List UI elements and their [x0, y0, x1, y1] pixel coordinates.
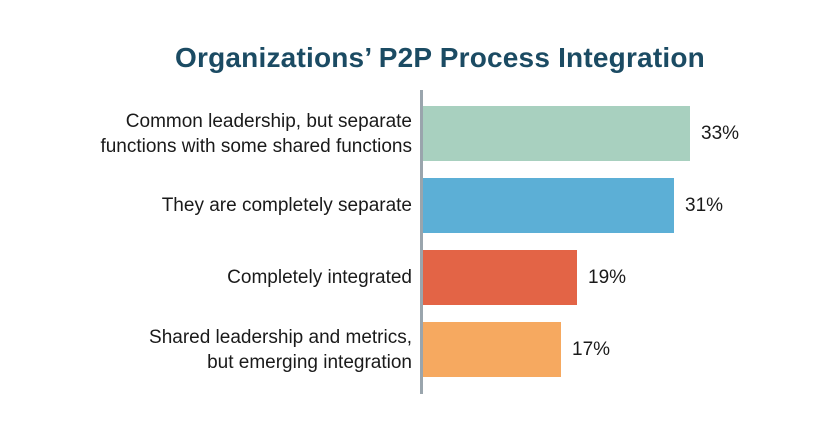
category-label: They are completely separate — [82, 178, 412, 233]
category-label-line: but emerging integration — [207, 351, 412, 373]
bar-completely-integrated — [423, 250, 577, 305]
category-label-line: They are completely separate — [161, 195, 412, 216]
y-axis-line — [420, 90, 423, 394]
category-label: Completely integrated — [82, 250, 412, 305]
category-label: Common leadership, but separate function… — [82, 106, 412, 161]
category-label: Shared leadership and metrics, but emerg… — [82, 322, 412, 377]
bar-common-leadership — [423, 106, 690, 161]
value-label: 19% — [588, 267, 627, 288]
category-label-line: Common leadership, but separate — [125, 110, 412, 132]
value-label: 33% — [701, 123, 740, 144]
value-label: 17% — [572, 339, 611, 360]
category-label-line: functions with some shared functions — [100, 135, 412, 157]
chart-title: Organizations’ P2P Process Integration — [175, 42, 705, 73]
category-label-line: Completely integrated — [227, 267, 412, 288]
bar-shared-leadership — [423, 322, 561, 377]
category-label-line: Shared leadership and metrics, — [149, 326, 412, 348]
value-label: 31% — [685, 195, 724, 216]
bar-completely-separate — [423, 178, 674, 233]
